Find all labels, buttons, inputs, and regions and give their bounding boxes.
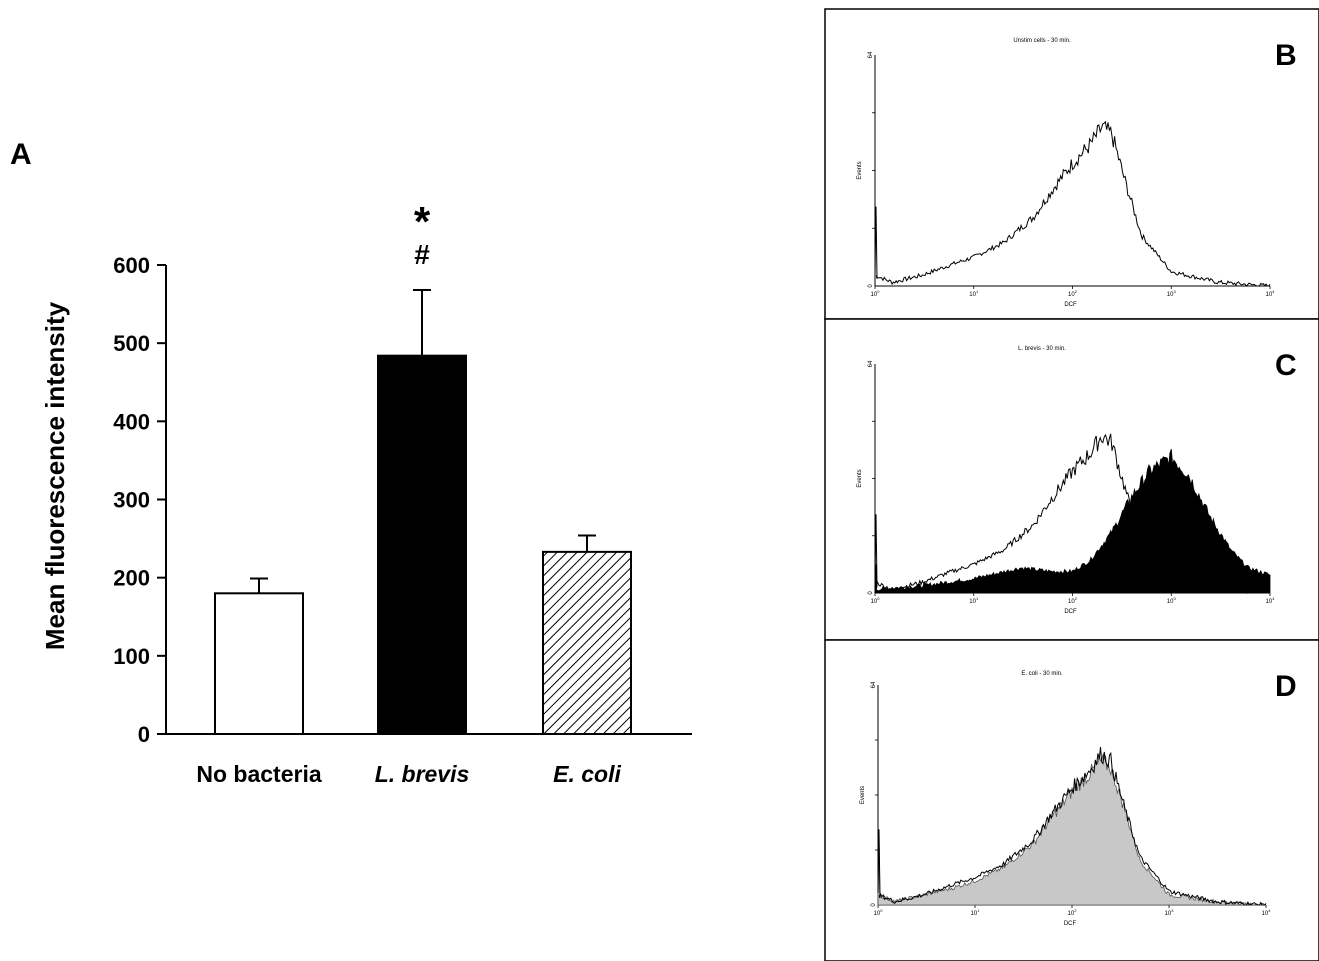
x-tick-label: 103 bbox=[1165, 908, 1175, 917]
x-tick-label: 100 bbox=[871, 596, 881, 605]
panel-letter: D bbox=[1275, 670, 1297, 703]
significance-symbol: * bbox=[414, 198, 431, 245]
x-tick-label: 102 bbox=[1068, 596, 1078, 605]
category-label: No bacteria bbox=[196, 761, 321, 787]
y-tick-label: 400 bbox=[113, 409, 150, 434]
category-label: E. coli bbox=[553, 761, 621, 787]
bars bbox=[214, 289, 632, 735]
y-axis-label: Mean fluorescence intensity bbox=[40, 301, 70, 650]
histogram-outline-series bbox=[877, 747, 1267, 906]
histogram-filled-series bbox=[874, 448, 1271, 594]
histogram-title: E. coli - 30 min. bbox=[1021, 671, 1063, 677]
y-tick-label: 0 bbox=[868, 591, 874, 595]
panel-letter: B bbox=[1275, 39, 1297, 72]
x-tick-label: 101 bbox=[969, 596, 979, 605]
x-tick-label: 102 bbox=[1068, 289, 1078, 298]
x-tick-label: 103 bbox=[1167, 289, 1177, 298]
y-tick-label: 300 bbox=[113, 488, 150, 513]
panel-b-histogram: Unstim cells - 30 min. B 0 64 Events 100 101 10… bbox=[824, 8, 1319, 320]
x-tick-label: 104 bbox=[1262, 908, 1272, 917]
category-labels: No bacteria L. brevis E. coli bbox=[196, 761, 621, 787]
y-axis-label: Events bbox=[857, 469, 863, 487]
panel-c-histogram: L. brevis - 30 min. C 0 64 Events 100 101 102 10… bbox=[824, 318, 1319, 641]
histogram-outline-series bbox=[874, 433, 1271, 595]
x-tick-label: 100 bbox=[871, 289, 881, 298]
y-axis-label: Events bbox=[857, 161, 863, 179]
y-tick-labels: 0 100 200 300 400 500 600 bbox=[113, 253, 150, 747]
y-tick-label: 0 bbox=[868, 284, 874, 288]
category-label: L. brevis bbox=[375, 761, 470, 787]
x-axis-label: DCF bbox=[1064, 609, 1077, 615]
x-tick-label: 102 bbox=[1068, 908, 1078, 917]
bar bbox=[214, 592, 304, 735]
histogram-title: Unstim cells - 30 min. bbox=[1013, 38, 1071, 44]
histogram-filled-series bbox=[877, 752, 1266, 906]
panel-d-histogram: E. coli - 30 min. D 0 64 Events 100 101 102 103 1… bbox=[824, 639, 1319, 961]
bar bbox=[377, 354, 467, 735]
y-tick-label: 0 bbox=[138, 722, 150, 747]
y-tick-label: 200 bbox=[113, 566, 150, 591]
x-tick-label: 101 bbox=[969, 289, 979, 298]
significance-annotations: *# bbox=[414, 198, 431, 270]
x-tick-label: 100 bbox=[874, 908, 884, 917]
panel-a-letter: A bbox=[10, 138, 32, 171]
x-axis-label: DCF bbox=[1064, 921, 1077, 927]
bar bbox=[542, 550, 632, 735]
y-tick-label: 64 bbox=[868, 51, 874, 58]
y-tick-label: 600 bbox=[113, 253, 150, 278]
y-tick-label: 500 bbox=[113, 331, 150, 356]
y-axis-label: Events bbox=[860, 786, 866, 804]
y-tick-label: 64 bbox=[871, 681, 877, 688]
y-tick-label: 64 bbox=[868, 360, 874, 367]
x-tick-label: 103 bbox=[1167, 596, 1177, 605]
histogram-outline-series bbox=[874, 120, 1271, 287]
panel-letter: C bbox=[1275, 349, 1297, 382]
histogram-title: L. brevis - 30 min. bbox=[1018, 346, 1066, 352]
x-axis-label: DCF bbox=[1064, 302, 1077, 308]
y-tick-label: 100 bbox=[113, 644, 150, 669]
x-tick-label: 104 bbox=[1266, 289, 1276, 298]
y-tick-label: 0 bbox=[871, 903, 877, 907]
x-tick-label: 104 bbox=[1266, 596, 1276, 605]
x-tick-label: 101 bbox=[971, 908, 981, 917]
panel-a-bar-chart: A Mean fluorescence intensity 0 100 200 300… bbox=[10, 138, 692, 787]
significance-symbol: # bbox=[414, 239, 430, 270]
